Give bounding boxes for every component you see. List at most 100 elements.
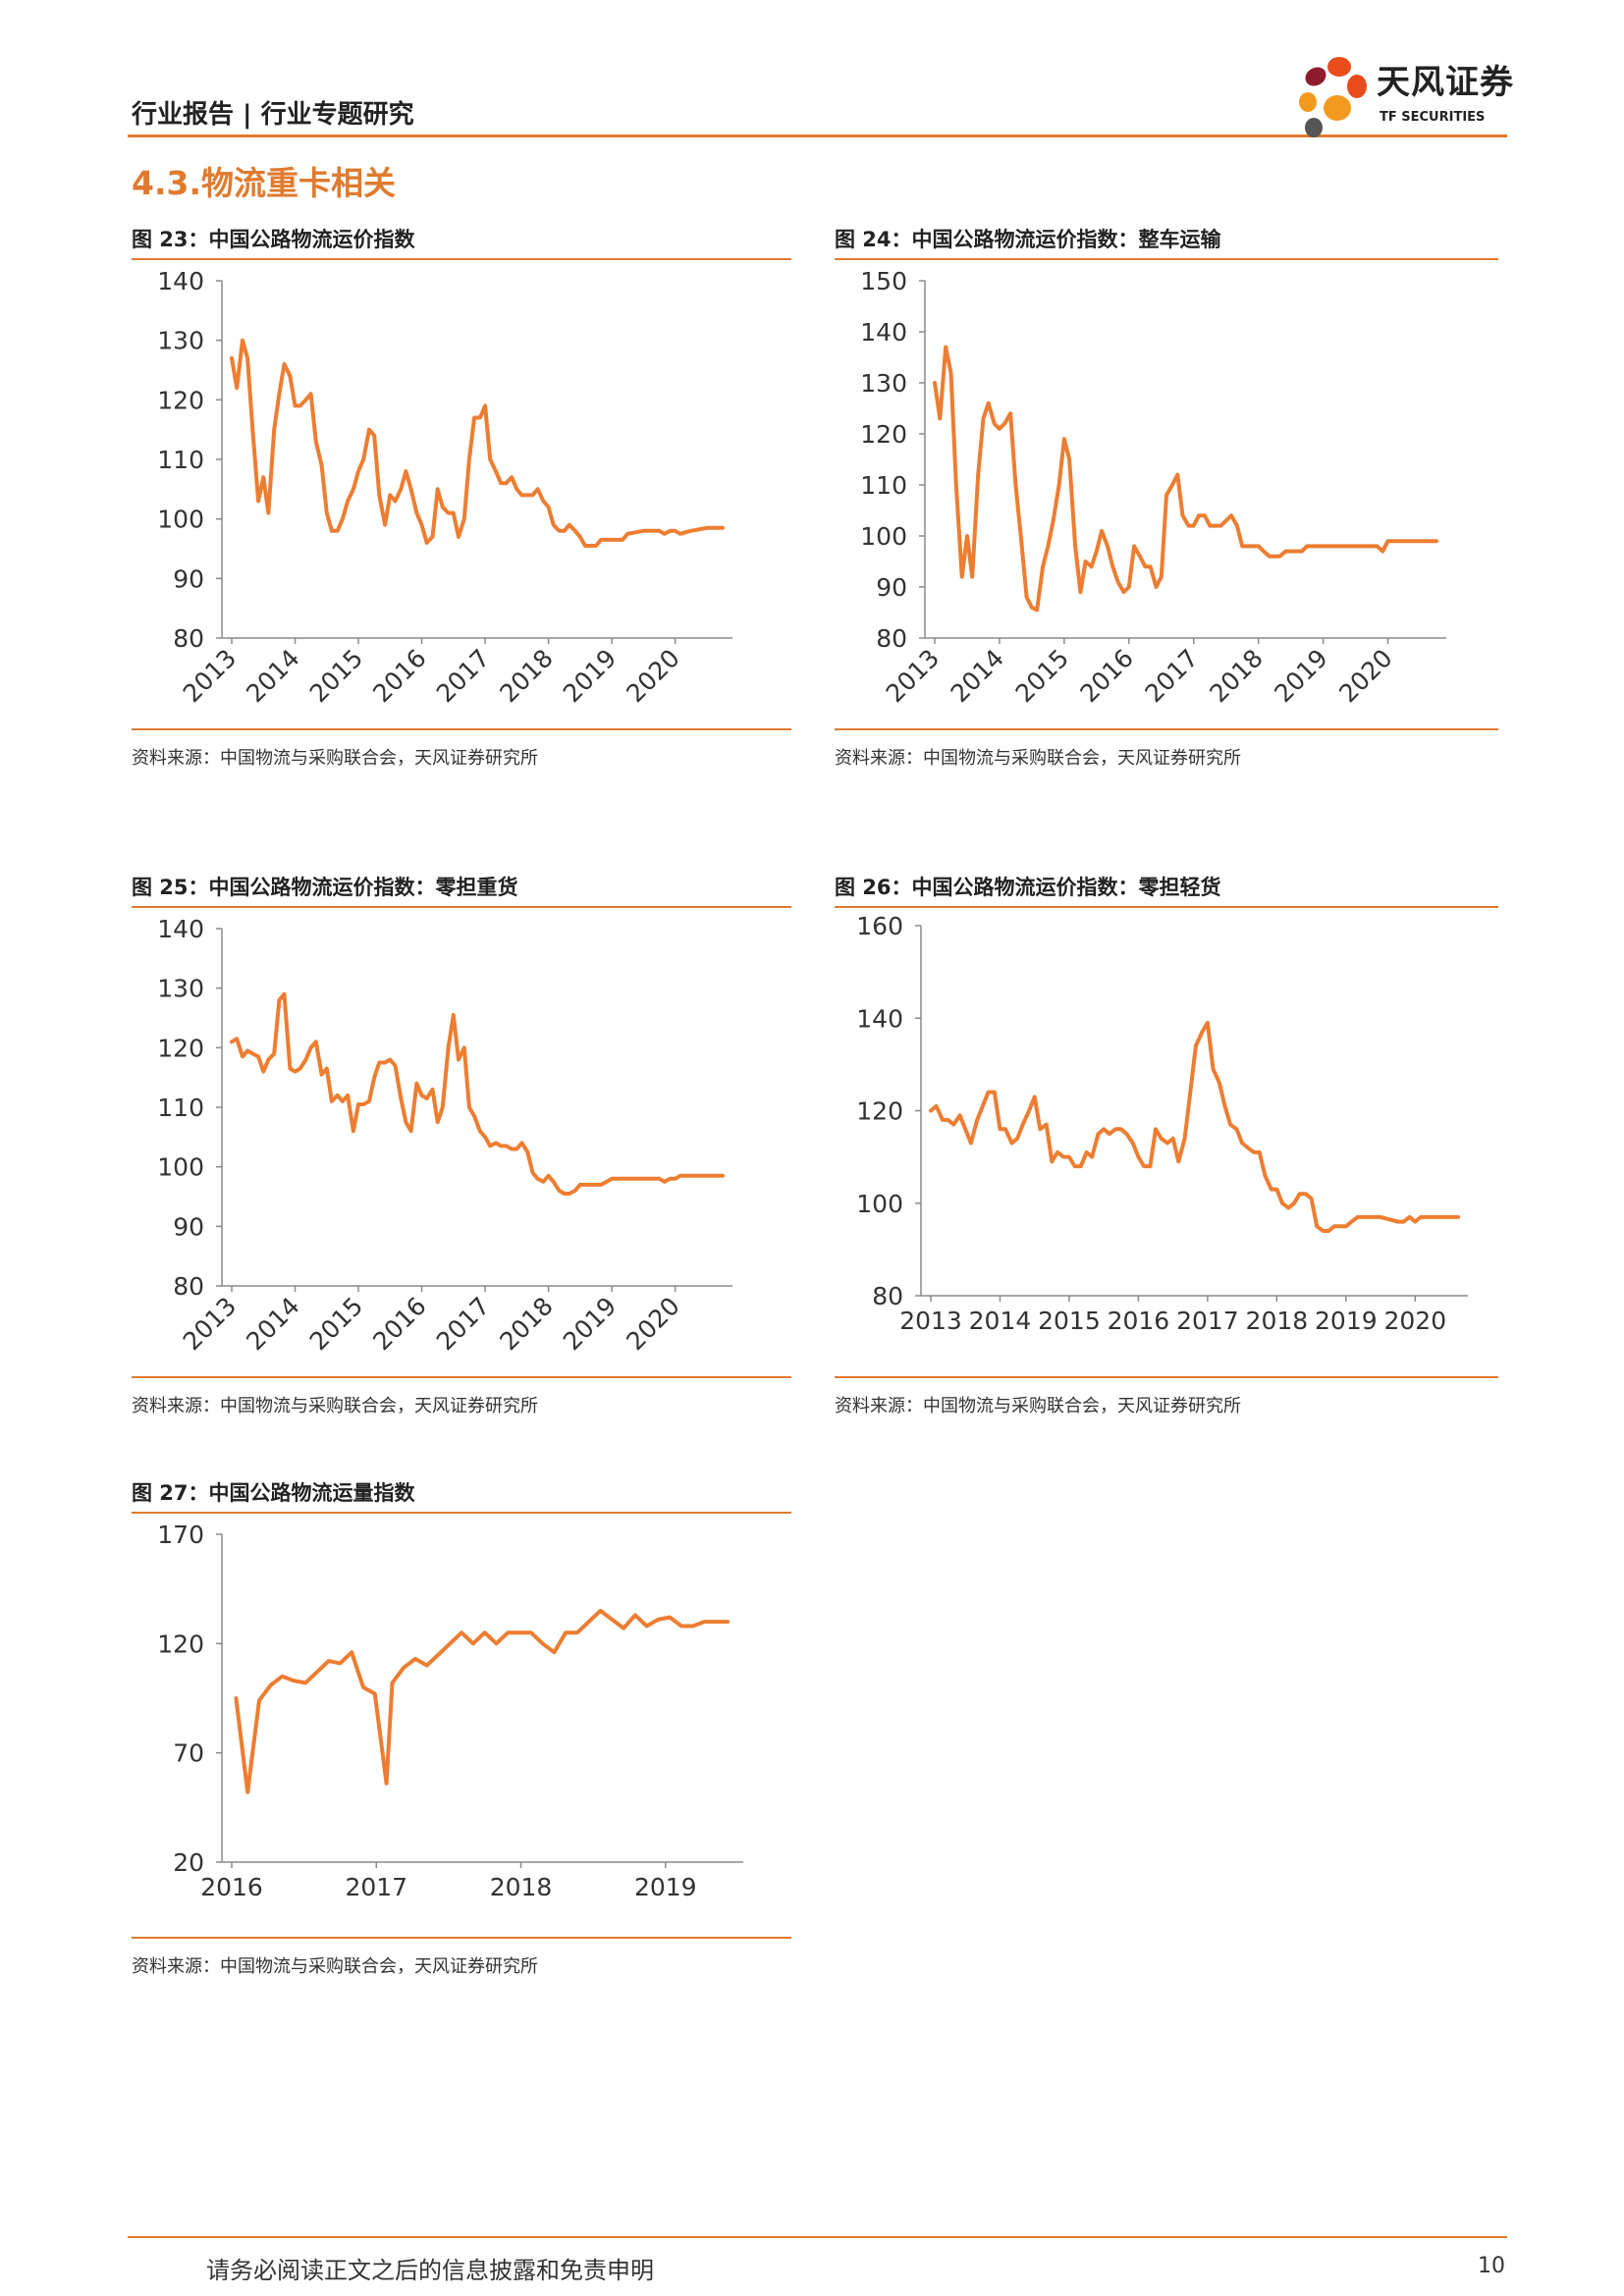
figure-bottom-rule (835, 728, 1498, 730)
figure-title: 图 27：中国公路物流运量指数 (132, 1481, 415, 1505)
y-tick-label: 80 (876, 624, 907, 653)
y-tick-label: 130 (860, 369, 907, 398)
x-tick-label: 2016 (1108, 1307, 1170, 1335)
y-tick-label: 90 (173, 1212, 204, 1241)
y-tick-label: 80 (173, 624, 204, 653)
y-tick-label: 110 (860, 471, 907, 500)
y-tick-label: 80 (872, 1282, 903, 1310)
x-tick-label: 2018 (1246, 1307, 1309, 1335)
x-tick-label: 2017 (1176, 1307, 1239, 1335)
logo-name-en: TF SECURITIES (1380, 110, 1486, 125)
x-tick-label: 2014 (946, 644, 1009, 708)
figure-source: 资料来源：中国物流与采购联合会，天风证券研究所 (132, 1396, 538, 1416)
x-tick-label: 2020 (621, 644, 684, 708)
y-tick-label: 100 (157, 1153, 204, 1182)
logo-petal (1324, 95, 1351, 121)
x-tick-label: 2016 (367, 1292, 431, 1356)
figure-top-rule (132, 906, 791, 908)
logo-flower-icon (1299, 57, 1367, 137)
y-tick-label: 150 (860, 267, 907, 295)
x-tick-label: 2017 (431, 644, 495, 708)
figure-23: 图 23：中国公路物流运价指数 80 90 100 110 120 130 140 2013 2… (132, 224, 791, 774)
y-tick-label: 80 (173, 1272, 204, 1301)
figure-25: 图 25：中国公路物流运价指数：零担重货 80 90 100 110 120 130 140… (132, 872, 791, 1421)
section-title: 4.3.物流重卡相关 (132, 164, 396, 202)
x-tick-label: 2018 (490, 1873, 553, 1901)
y-tick-label: 90 (876, 573, 907, 602)
x-tick-label: 2017 (431, 1292, 495, 1356)
x-tick-label: 2015 (304, 644, 368, 708)
figure-title: 图 25：中国公路物流运价指数：零担重货 (132, 876, 518, 899)
y-tick-label: 100 (157, 506, 204, 534)
figure-source: 资料来源：中国物流与采购联合会，天风证券研究所 (132, 748, 538, 769)
x-tick-label: 2013 (881, 644, 945, 708)
y-tick-label: 70 (173, 1739, 204, 1768)
figure-bottom-rule (132, 728, 791, 730)
x-tick-label: 2018 (494, 644, 558, 708)
x-tick-label: 2020 (1333, 644, 1397, 708)
header-divider (128, 134, 1507, 137)
logo-petal (1327, 57, 1351, 77)
x-tick-label: 2019 (558, 1292, 622, 1356)
x-tick-label: 2016 (200, 1873, 263, 1901)
figure-title: 图 23：中国公路物流运价指数 (132, 228, 415, 251)
figure-bottom-rule (835, 1376, 1498, 1378)
x-tick-label: 2019 (1315, 1307, 1378, 1335)
y-tick-label: 140 (856, 1004, 903, 1033)
logo-name-cn: 天风证券 (1377, 63, 1514, 102)
y-tick-label: 160 (856, 912, 903, 940)
y-tick-label: 140 (157, 267, 204, 295)
x-tick-label: 2017 (345, 1873, 407, 1901)
x-tick-label: 2014 (241, 644, 304, 708)
y-tick-label: 140 (860, 318, 907, 347)
y-tick-label: 110 (157, 1094, 204, 1122)
y-tick-label: 140 (157, 915, 204, 943)
report-header-label: 行业报告 | 行业专题研究 (132, 100, 414, 130)
x-tick-label: 2013 (178, 1292, 242, 1356)
company-logo: 天风证券 TF SECURITIES (1286, 51, 1522, 141)
x-tick-label: 2018 (1204, 644, 1268, 708)
y-tick-label: 170 (157, 1521, 204, 1549)
figure-top-rule (835, 258, 1498, 260)
x-tick-label: 2018 (494, 1292, 558, 1356)
x-tick-label: 2014 (969, 1307, 1032, 1335)
y-tick-label: 120 (157, 1629, 204, 1658)
x-tick-label: 2017 (1139, 644, 1203, 708)
y-tick-label: 120 (856, 1097, 903, 1126)
figure-26: 图 26：中国公路物流运价指数：零担轻货 80 100 120 140 160 2013 2… (835, 872, 1498, 1421)
series-line (933, 345, 1438, 613)
x-tick-label: 2015 (1010, 644, 1074, 708)
figure-source: 资料来源：中国物流与采购联合会，天风证券研究所 (132, 1956, 538, 1977)
y-tick-label: 100 (860, 522, 907, 551)
figure-bottom-rule (132, 1937, 791, 1939)
x-tick-label: 2020 (621, 1292, 684, 1356)
logo-petal (1305, 118, 1323, 137)
x-tick-label: 2014 (241, 1292, 304, 1356)
figure-top-rule (132, 1512, 791, 1514)
y-tick-label: 20 (173, 1848, 204, 1877)
footer-divider (128, 2236, 1507, 2238)
x-tick-label: 2013 (178, 644, 242, 708)
y-tick-label: 120 (157, 386, 204, 414)
chart-freight-volume-index: 20 70 120 170 2016 2017 2018 2019 (157, 1521, 743, 1901)
figure-source: 资料来源：中国物流与采购联合会，天风证券研究所 (835, 748, 1241, 769)
figure-source: 资料来源：中国物流与采购联合会，天风证券研究所 (835, 1396, 1241, 1416)
page-number: 10 (1478, 2254, 1505, 2278)
figure-top-rule (835, 906, 1498, 908)
logo-petal (1347, 75, 1367, 98)
series-line (230, 338, 725, 548)
x-tick-label: 2019 (634, 1873, 697, 1901)
figure-title: 图 24：中国公路物流运价指数：整车运输 (835, 228, 1221, 251)
series-line (230, 991, 725, 1196)
logo-petal (1305, 67, 1326, 86)
x-tick-label: 2019 (558, 644, 622, 708)
y-tick-label: 130 (157, 975, 204, 1003)
figure-title: 图 26：中国公路物流运价指数：零担轻货 (835, 876, 1221, 899)
figure-bottom-rule (132, 1376, 791, 1378)
